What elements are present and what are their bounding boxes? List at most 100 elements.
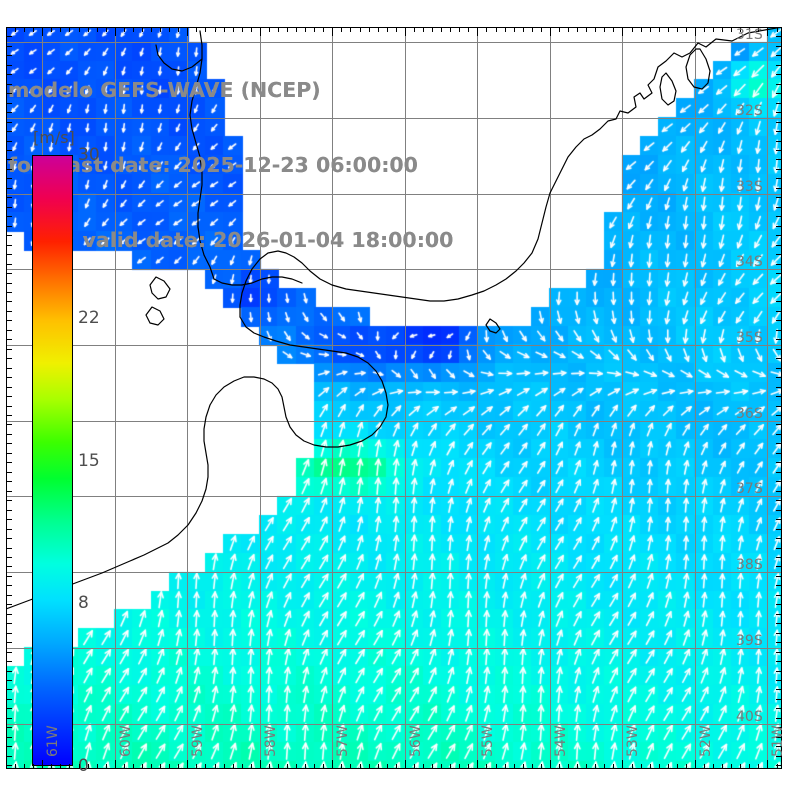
x-tick <box>24 764 25 769</box>
x-tick <box>441 764 442 769</box>
y-tick <box>776 481 782 482</box>
y-tick <box>776 74 782 75</box>
colorbar-tick-label: 8 <box>78 593 89 614</box>
x-tick-top <box>686 27 687 32</box>
gridline-vertical <box>550 27 551 769</box>
x-tick <box>69 764 70 769</box>
x-axis-tick-label: 52W <box>697 725 714 757</box>
x-tick-top <box>505 27 506 32</box>
y-tick-left <box>6 406 12 407</box>
x-tick <box>432 764 433 769</box>
y-tick-left <box>6 680 12 681</box>
y-tick-left <box>6 358 12 359</box>
x-tick <box>88 764 89 769</box>
y-tick-left <box>6 226 12 227</box>
y-tick <box>776 604 782 605</box>
y-tick <box>776 46 782 47</box>
gridline-vertical <box>187 27 188 769</box>
y-tick-left <box>6 424 12 425</box>
y-tick <box>776 207 782 208</box>
y-tick <box>776 699 782 700</box>
x-tick-top <box>296 27 297 32</box>
x-tick <box>423 764 424 769</box>
map-plot-area[interactable] <box>6 27 782 769</box>
x-tick-top <box>577 27 578 32</box>
x-axis-tick-label: 57W <box>335 725 352 757</box>
x-tick-top <box>196 27 197 32</box>
y-tick-left <box>6 756 12 757</box>
y-tick-left <box>6 566 12 567</box>
x-tick <box>332 760 333 769</box>
y-tick-left <box>6 633 12 634</box>
x-tick <box>677 764 678 769</box>
y-axis-tick-label: 33S <box>736 178 763 195</box>
x-tick <box>767 760 768 769</box>
y-tick <box>776 415 782 416</box>
x-tick <box>106 764 107 769</box>
x-tick-top <box>568 27 569 32</box>
y-tick-left <box>6 188 12 189</box>
y-tick <box>776 529 782 530</box>
gridline-horizontal <box>6 194 782 195</box>
gridline-vertical <box>622 27 623 769</box>
y-tick-left <box>6 27 12 28</box>
x-tick <box>459 764 460 769</box>
x-axis-tick-label: 58W <box>262 725 279 757</box>
y-tick <box>776 150 782 151</box>
x-tick-top <box>269 27 270 32</box>
x-tick-top <box>142 27 143 32</box>
y-tick <box>776 301 782 302</box>
gridline-horizontal <box>6 724 782 725</box>
x-tick-top <box>305 27 306 32</box>
colorbar[interactable] <box>32 155 73 766</box>
y-tick-left <box>6 122 12 123</box>
x-tick <box>6 764 7 769</box>
y-tick <box>776 226 782 227</box>
y-tick-left <box>6 301 12 302</box>
y-tick-left <box>6 642 12 643</box>
y-tick-left <box>6 462 12 463</box>
y-tick <box>776 197 782 198</box>
y-tick <box>776 245 782 246</box>
x-tick <box>278 764 279 769</box>
x-tick <box>79 764 80 769</box>
x-tick <box>514 764 515 769</box>
y-tick <box>776 671 782 672</box>
x-tick-top <box>677 27 678 32</box>
colorbar-tick-label: 30 <box>78 145 100 165</box>
x-tick-top <box>88 27 89 32</box>
y-tick-left <box>6 339 12 340</box>
x-tick <box>559 764 560 769</box>
x-tick-top <box>740 27 741 32</box>
y-tick-left <box>6 614 12 615</box>
x-tick-top <box>758 27 759 32</box>
y-tick-left <box>6 453 12 454</box>
y-tick-left <box>6 434 12 435</box>
y-tick-left <box>6 387 12 388</box>
y-tick <box>776 368 782 369</box>
x-tick-top <box>6 27 7 32</box>
x-tick-top <box>242 27 243 32</box>
x-tick <box>378 764 379 769</box>
y-axis-tick-label: 32S <box>736 102 763 119</box>
gridline-vertical <box>767 27 768 769</box>
y-tick-left <box>6 377 12 378</box>
y-tick-left <box>6 74 12 75</box>
y-tick-left <box>6 235 12 236</box>
y-tick-left <box>6 330 12 331</box>
x-tick-top <box>178 27 179 32</box>
y-tick-left <box>6 254 12 255</box>
y-axis-tick-label: 40S <box>736 708 763 725</box>
x-tick <box>205 764 206 769</box>
y-tick-left <box>6 652 12 653</box>
y-tick-left <box>6 481 12 482</box>
x-tick <box>650 764 651 769</box>
y-axis-tick-label: 34S <box>736 254 763 271</box>
x-tick-top <box>151 27 152 32</box>
colorbar-unit-label: [m/s] <box>33 128 75 147</box>
x-tick-top <box>106 27 107 32</box>
y-axis-tick-label: 38S <box>736 557 763 574</box>
x-tick <box>613 764 614 769</box>
x-tick-top <box>704 27 705 32</box>
